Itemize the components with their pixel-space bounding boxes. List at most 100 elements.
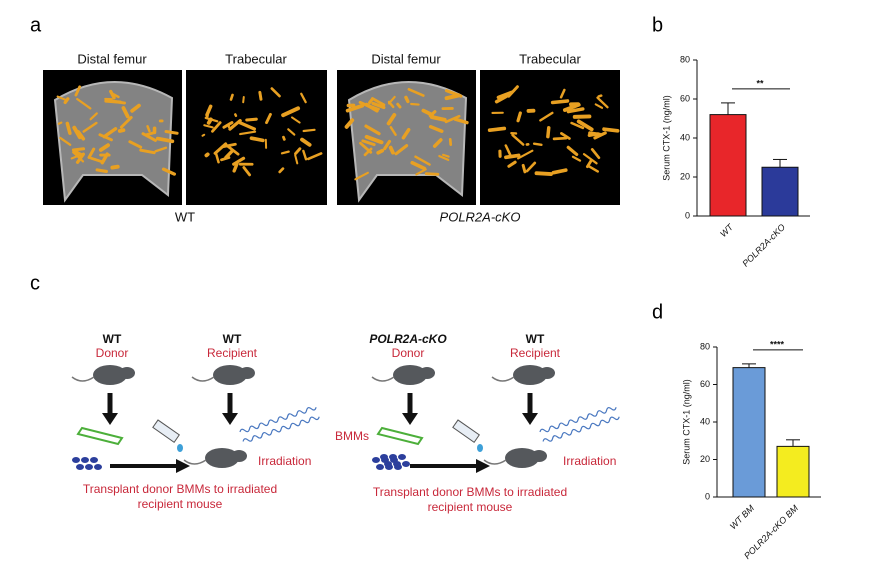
trabecula (119, 116, 133, 129)
trabecula (550, 99, 570, 105)
trabecula (394, 144, 409, 156)
genotype: WT (103, 332, 122, 346)
trabecula (239, 130, 257, 136)
mouse-head (531, 450, 547, 462)
trabecula (155, 136, 175, 144)
trabecula (164, 130, 179, 135)
bone-shell (53, 81, 174, 203)
radiation (242, 416, 320, 442)
panel-letter: b (652, 14, 663, 36)
trabecula (146, 125, 151, 133)
trabecula (587, 164, 599, 173)
trabecula (424, 172, 440, 176)
image-label: Trabecular (225, 51, 287, 66)
trabecula (211, 121, 222, 133)
trabecula (517, 149, 534, 160)
trabecula (590, 148, 601, 160)
bar (761, 166, 799, 217)
trabecula (566, 107, 585, 114)
trabecula (110, 164, 120, 170)
mouse-head (231, 450, 247, 462)
trabecula (401, 128, 411, 140)
trabecula (290, 116, 301, 124)
trabecula (270, 87, 281, 98)
arrow-head (476, 459, 490, 473)
trabecula (72, 149, 83, 157)
trabecula (546, 126, 551, 139)
trabecula (204, 116, 219, 123)
image-label: Distal femur (77, 51, 147, 66)
trabecula (361, 139, 376, 147)
trabecula (102, 127, 118, 139)
trabecula (376, 148, 385, 155)
cell (376, 464, 384, 470)
trabecula (571, 155, 582, 162)
significance: **** (770, 339, 785, 349)
trabecula (532, 142, 543, 146)
trabecula (521, 163, 527, 174)
trabecula (89, 112, 98, 121)
x-tick-label: POLR2A-cKO (740, 222, 787, 269)
mouse-tail (491, 376, 515, 382)
group-label: WT (175, 209, 195, 224)
y-tick-label: 40 (680, 132, 690, 142)
mouse-head (119, 367, 135, 379)
trabecula (204, 152, 210, 158)
mouse (393, 365, 427, 385)
trabecula (117, 128, 126, 133)
caption: Transplant donor BMMs to irradiated (373, 485, 567, 499)
caption: Transplant donor BMMs to irradiated (83, 482, 277, 496)
trabecula (72, 125, 82, 140)
trabecula (507, 160, 517, 168)
trabecula (534, 171, 553, 176)
drop (477, 444, 483, 452)
trabecula (76, 97, 92, 110)
trabecula (345, 103, 365, 113)
genotype: POLR2A-cKO (369, 332, 447, 346)
mouse (93, 365, 127, 385)
trabecula (59, 136, 72, 146)
trabecula (90, 156, 103, 163)
trabecula (282, 135, 286, 141)
trabecula (56, 95, 69, 102)
trabecula (242, 166, 252, 177)
bar (732, 367, 766, 498)
trabecula (551, 168, 568, 175)
trabecula (139, 148, 156, 155)
genotype: WT (223, 332, 242, 346)
trabecula (154, 146, 168, 153)
trabecula (594, 103, 604, 109)
arrow-head (522, 413, 538, 425)
trabecula (438, 154, 450, 162)
bone (76, 426, 124, 446)
cell (85, 464, 93, 470)
mouse-head (539, 367, 555, 379)
trabecula (72, 151, 85, 163)
trabecula (265, 112, 272, 125)
trabecula (98, 143, 110, 152)
cell (90, 457, 98, 463)
trabecula (441, 153, 450, 158)
trabecula (576, 119, 594, 132)
trabecula (562, 102, 581, 112)
role: Donor (392, 346, 425, 360)
panel-letter: d (652, 301, 663, 323)
trabecula (552, 136, 568, 141)
cell (72, 457, 80, 463)
trabecula (242, 96, 245, 104)
mouse-tail (191, 376, 215, 382)
trabecula (429, 115, 447, 122)
micro-ct-images (43, 70, 620, 205)
trabecula (280, 150, 290, 155)
trabecula (87, 147, 96, 159)
mouse-head (239, 367, 255, 379)
trabecula (287, 128, 296, 136)
trabecula (245, 117, 258, 122)
trabecula (596, 96, 609, 109)
trabecula (525, 161, 537, 173)
trabecula (130, 103, 141, 113)
mouse-tail (371, 376, 395, 382)
x-tick-label: WT BM (728, 503, 757, 532)
image-label: Distal femur (371, 51, 441, 66)
trabecula (410, 102, 420, 106)
